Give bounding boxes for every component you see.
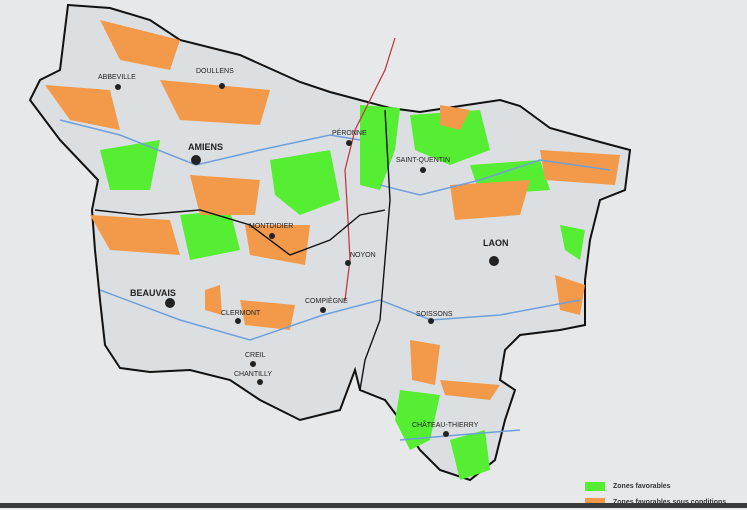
city-label: AMIENS (188, 142, 223, 152)
city-label: SAINT-QUENTIN (396, 157, 450, 164)
city-dot (346, 140, 352, 146)
city-dot (489, 256, 499, 266)
city-label: SOISSONS (416, 311, 453, 318)
legend-swatch-green (585, 482, 605, 491)
city-dot (420, 167, 426, 173)
city-dot (219, 83, 225, 89)
city-dot (235, 318, 241, 324)
city-label: LAON (483, 238, 509, 248)
city-label: CHANTILLY (234, 371, 272, 378)
city-label: COMPIÈGNE (305, 296, 348, 305)
city-label: DOULLENS (196, 68, 234, 75)
legend-item-favorable: Zones favorables (585, 478, 726, 494)
city-dot (165, 298, 175, 308)
city-dot (345, 260, 351, 266)
city-label: MONTDIDIER (249, 223, 293, 230)
city-dot (428, 318, 434, 324)
city-label: NOYON (350, 252, 376, 259)
city-dot (115, 84, 121, 90)
bottom-bar (0, 503, 747, 508)
city-label: CLERMONT (221, 310, 261, 317)
city-dot (257, 379, 263, 385)
city-dot (320, 307, 326, 313)
city-label: CREIL (245, 352, 266, 359)
legend-label: Zones favorables (613, 483, 671, 490)
city-label: BEAUVAIS (130, 288, 176, 298)
city-label: ABBEVILLE (98, 74, 136, 81)
city-dot (250, 361, 256, 367)
city-label: PÉRONNE (332, 128, 367, 137)
city-dot (269, 233, 275, 239)
city-label: CHÂTEAU-THIERRY (412, 420, 479, 429)
city-dot (443, 431, 449, 437)
city-dot (191, 155, 201, 165)
